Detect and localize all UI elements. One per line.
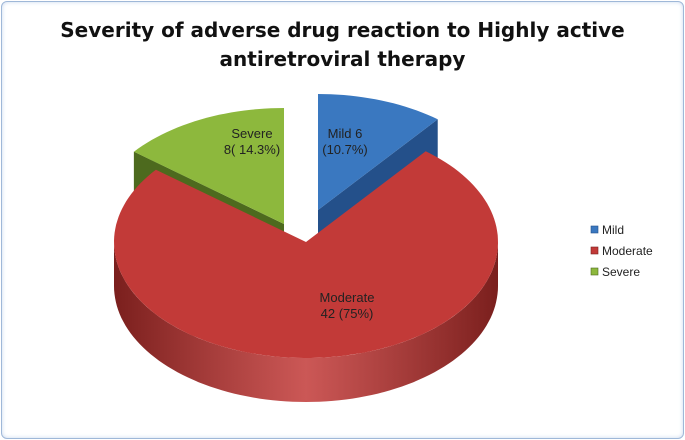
legend-swatch-severe	[590, 267, 599, 276]
chart-title-line-2: antiretroviral therapy	[219, 47, 466, 71]
legend-swatch-moderate	[590, 246, 599, 255]
legend-label-mild: Mild	[602, 223, 624, 237]
slice-mild	[318, 94, 438, 210]
legend-swatch-mild	[590, 225, 599, 234]
slice-moderate	[114, 151, 498, 358]
data-label-moderate: Moderate	[320, 290, 375, 305]
chart-title: Severity of adverse drug reaction to Hig…	[2, 16, 683, 74]
legend-label-severe: Severe	[602, 265, 640, 279]
data-label-severe: Severe	[231, 126, 272, 141]
slice-severe	[133, 108, 284, 224]
slice-wall-moderate	[114, 242, 498, 402]
chart-title-line-1: Severity of adverse drug reaction to Hig…	[60, 18, 625, 42]
data-label-mild: Mild 6	[328, 126, 363, 141]
legend-label-moderate: Moderate	[602, 244, 653, 258]
data-label-mild: (10.7%)	[322, 142, 368, 157]
data-label-moderate: 42 (75%)	[321, 306, 374, 321]
data-label-severe: 8( 14.3%)	[224, 142, 280, 157]
